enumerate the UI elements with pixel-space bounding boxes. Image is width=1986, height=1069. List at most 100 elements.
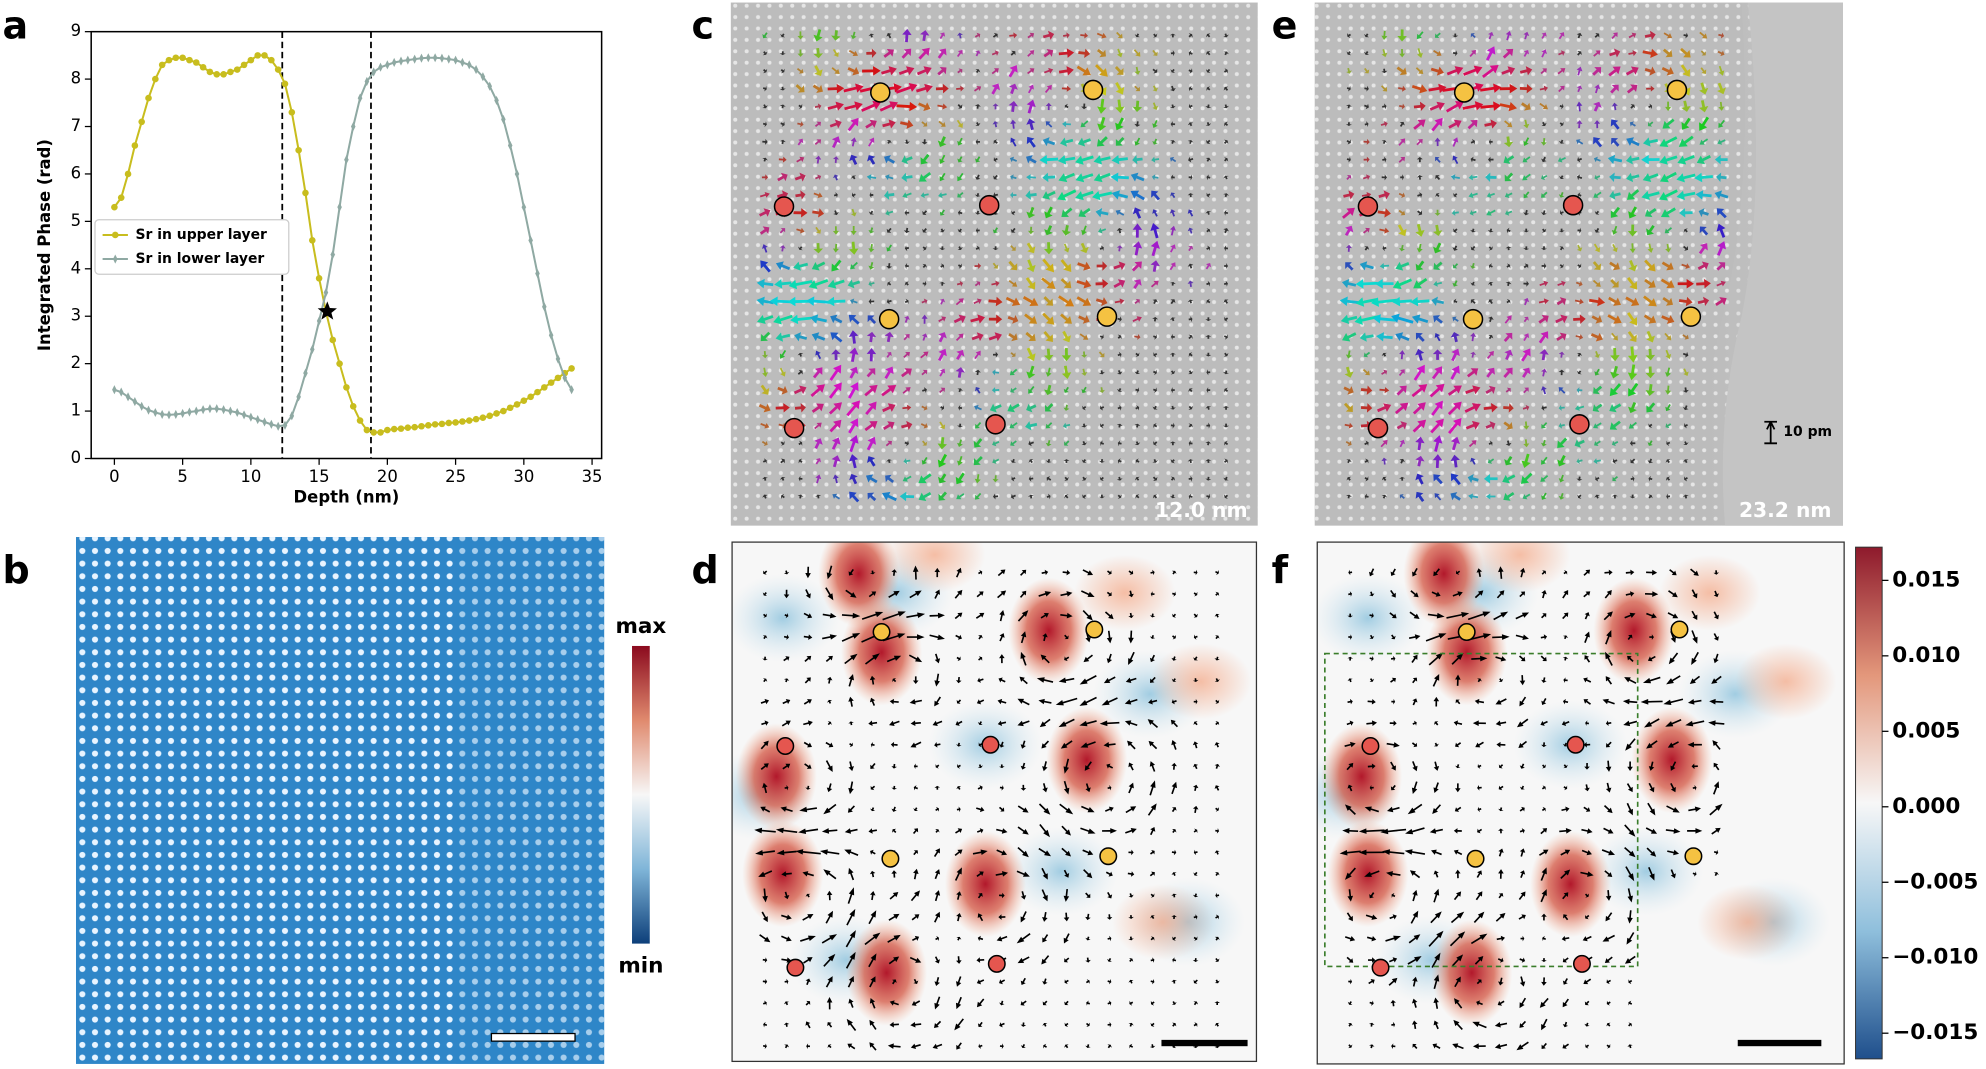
displacement-arrow bbox=[1562, 1043, 1570, 1049]
displacement-arrow bbox=[1408, 634, 1421, 640]
displacement-arrow bbox=[939, 154, 946, 165]
displacement-arrow bbox=[891, 806, 897, 812]
displacement-arrow bbox=[956, 699, 962, 704]
displacement-arrow bbox=[1128, 612, 1134, 619]
displacement-arrow bbox=[1646, 612, 1657, 619]
displacement-arrow bbox=[798, 475, 803, 482]
displacement-arrow bbox=[1369, 678, 1375, 682]
displacement-arrow bbox=[1391, 1043, 1396, 1049]
displacement-arrow bbox=[1115, 82, 1125, 95]
displacement-arrow bbox=[1150, 978, 1155, 985]
displacement-arrow bbox=[841, 633, 861, 642]
x-tick-label: 25 bbox=[445, 467, 466, 486]
data-point bbox=[404, 424, 412, 431]
displacement-arrow bbox=[1188, 68, 1193, 74]
displacement-arrow bbox=[1432, 349, 1443, 360]
displacement-arrow bbox=[1485, 46, 1496, 61]
displacement-arrow bbox=[993, 139, 998, 145]
displacement-arrow bbox=[976, 828, 984, 834]
data-point bbox=[288, 108, 296, 116]
displacement-arrow bbox=[889, 1000, 899, 1006]
displacement-arrow bbox=[1498, 893, 1504, 899]
displacement-arrow bbox=[793, 208, 808, 218]
displacement-arrow bbox=[1576, 370, 1582, 375]
displacement-arrow bbox=[975, 50, 981, 57]
displacement-arrow bbox=[1082, 494, 1087, 500]
displacement-arrow bbox=[1395, 332, 1410, 342]
displacement-arrow bbox=[1058, 677, 1075, 684]
displacement-arrow bbox=[1134, 33, 1140, 38]
displacement-arrow bbox=[1017, 720, 1030, 727]
displacement-arrow bbox=[1715, 297, 1727, 306]
displacement-arrow bbox=[898, 66, 915, 76]
displacement-arrow bbox=[1497, 1000, 1505, 1006]
displacement-arrow bbox=[1539, 280, 1549, 287]
displacement-arrow bbox=[1584, 1000, 1590, 1006]
displacement-arrow bbox=[974, 174, 981, 180]
displacement-arrow bbox=[1628, 206, 1637, 219]
displacement-arrow bbox=[1381, 476, 1387, 481]
displacement-arrow bbox=[1626, 932, 1635, 945]
displacement-arrow bbox=[1646, 569, 1658, 576]
displacement-arrow bbox=[997, 698, 1007, 705]
displacement-arrow bbox=[1541, 422, 1548, 429]
displacement-arrow bbox=[1205, 33, 1211, 38]
displacement-arrow bbox=[1111, 190, 1129, 200]
displacement-arrow bbox=[1084, 761, 1092, 771]
displacement-arrow bbox=[1691, 589, 1698, 599]
displacement-arrow bbox=[937, 437, 948, 450]
displacement-arrow bbox=[1061, 225, 1072, 236]
displacement-arrow bbox=[778, 156, 787, 163]
displacement-arrow bbox=[1389, 957, 1398, 963]
displacement-arrow bbox=[1152, 209, 1158, 217]
displacement-arrow bbox=[1462, 101, 1484, 111]
displacement-arrow bbox=[1111, 154, 1128, 165]
displacement-arrow bbox=[826, 699, 833, 704]
displacement-arrow bbox=[762, 635, 768, 640]
displacement-arrow bbox=[1148, 740, 1158, 750]
displacement-arrow bbox=[1152, 85, 1158, 92]
displacement-arrow bbox=[1646, 85, 1655, 92]
displacement-arrow bbox=[937, 66, 947, 76]
displacement-arrow bbox=[1399, 244, 1405, 252]
displacement-arrow bbox=[1647, 458, 1654, 464]
displacement-arrow bbox=[823, 953, 836, 967]
displacement-arrow bbox=[1626, 155, 1640, 165]
displacement-arrow bbox=[1450, 454, 1460, 468]
displacement-arrow bbox=[1171, 872, 1177, 877]
displacement-arrow bbox=[1625, 591, 1635, 597]
data-point bbox=[534, 388, 541, 396]
displacement-arrow bbox=[1411, 314, 1429, 324]
displacement-arrow bbox=[783, 589, 790, 599]
displacement-arrow bbox=[1367, 698, 1376, 705]
displacement-arrow bbox=[1124, 698, 1138, 705]
displacement-arrow bbox=[1214, 763, 1220, 769]
displacement-arrow bbox=[1717, 241, 1726, 256]
displacement-arrow bbox=[810, 384, 825, 397]
displacement-arrow bbox=[868, 591, 877, 598]
displacement-arrow bbox=[1712, 781, 1720, 795]
displacement-arrow bbox=[1192, 678, 1199, 683]
displacement-arrow bbox=[1341, 278, 1357, 289]
displacement-arrow bbox=[1540, 68, 1547, 75]
displacement-arrow bbox=[848, 382, 859, 399]
displacement-arrow bbox=[1452, 137, 1459, 147]
displacement-arrow bbox=[1466, 368, 1479, 378]
displacement-arrow bbox=[1540, 634, 1548, 640]
displacement-arrow bbox=[1187, 459, 1194, 464]
displacement-arrow bbox=[1562, 978, 1568, 985]
scale-bar bbox=[1737, 1039, 1822, 1047]
displacement-arrow bbox=[1630, 458, 1636, 464]
displacement-arrow bbox=[827, 279, 845, 289]
curl-blob bbox=[1317, 573, 1425, 663]
displacement-arrow bbox=[1684, 422, 1688, 429]
data-point bbox=[289, 411, 295, 421]
reference-site bbox=[1684, 847, 1703, 866]
displacement-arrow bbox=[1205, 51, 1211, 56]
displacement-arrow bbox=[1519, 870, 1526, 878]
reference-site bbox=[985, 414, 1006, 435]
displacement-arrow bbox=[1377, 403, 1392, 413]
displacement-arrow bbox=[1170, 121, 1176, 128]
displacement-arrow bbox=[1099, 370, 1105, 375]
displacement-arrow bbox=[1661, 66, 1674, 76]
